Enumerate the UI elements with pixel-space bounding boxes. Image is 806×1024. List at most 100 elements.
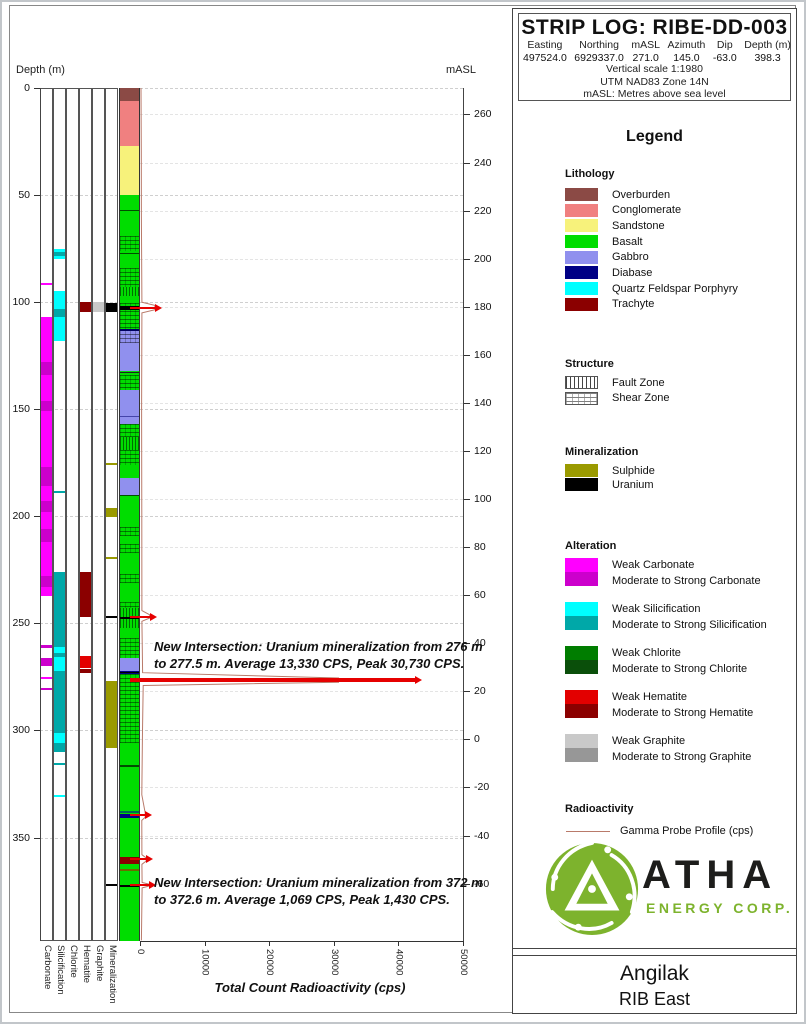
masl-tick	[464, 643, 470, 645]
annotation-line: to 372.6 m. Average 1,069 CPS, Peak 1,43…	[154, 891, 450, 907]
note-line: mASL: Metres above sea level	[583, 88, 726, 100]
cps-tick	[140, 941, 141, 946]
log-column-header: Mineralization	[107, 945, 118, 1004]
lithology-interval	[120, 673, 139, 744]
cps-tick	[463, 941, 464, 946]
depth-tick-label: 300	[12, 724, 30, 737]
note-line: UTM NAD83 Zone 14N	[600, 75, 709, 88]
masl-gridline	[140, 547, 463, 549]
lithology-interval	[120, 250, 139, 268]
collar-field: Depth (m) 398.3	[744, 39, 791, 64]
gamma-spike-arrow	[146, 854, 154, 863]
lithology-interval	[120, 295, 139, 304]
legend-swatch	[565, 646, 598, 677]
depth-tick	[34, 88, 40, 89]
footer-project: Angilak	[620, 962, 689, 985]
alteration-interval	[80, 655, 91, 669]
lithology-marker-line	[120, 810, 139, 813]
masl-gridline	[140, 595, 463, 597]
alteration-interval	[54, 572, 65, 647]
weak-swatch	[565, 558, 598, 572]
depth-axis-line	[40, 88, 41, 941]
cps-axis-line	[140, 941, 463, 942]
log-column-header: Silicification	[55, 945, 66, 995]
legend-label: Moderate to Strong Chlorite	[612, 662, 748, 675]
legend-structure-heading: Structure	[565, 358, 614, 370]
legend-swatch	[565, 391, 598, 405]
gamma-spike-arrow	[149, 881, 157, 890]
legend-swatch	[565, 250, 598, 264]
gamma-spike	[130, 615, 150, 618]
legend-alteration-group: Weak Carbonate Moderate to Strong Carbona…	[565, 558, 767, 589]
cps-tick-label: 30000	[328, 949, 340, 976]
legend-label: Weak Hematite	[612, 691, 687, 703]
lithology-interval	[120, 389, 139, 425]
masl-tick-label: 40	[474, 637, 486, 650]
masl-axis-line	[463, 88, 464, 941]
lithology-interval	[120, 657, 139, 671]
masl-tick-label: 260	[474, 108, 492, 121]
masl-gridline	[140, 691, 463, 693]
depth-tick-label: 250	[12, 617, 30, 630]
alteration-interval	[41, 687, 52, 690]
cps-tick-label: 0	[135, 949, 146, 955]
lithology-interval	[120, 582, 139, 602]
lithology-marker-line	[120, 210, 139, 212]
collar-field: Dip -63.0	[713, 39, 737, 64]
alteration-interval	[41, 362, 52, 375]
legend-alteration-items: Weak Carbonate Moderate to Strong Carbona…	[565, 558, 767, 778]
log-column-header: Hematite	[81, 945, 92, 984]
legend-label: Weak Chlorite	[612, 647, 681, 659]
masl-tick	[464, 547, 470, 549]
cps-tick-label: 10000	[199, 949, 211, 976]
collar-field: Easting 497524.0	[523, 39, 567, 64]
collar-label: Easting	[527, 39, 563, 51]
masl-tick-label: -20	[474, 781, 490, 794]
lithology-interval	[120, 235, 139, 251]
alteration-interval	[41, 576, 52, 587]
alteration-interval	[54, 794, 65, 797]
annotation-line: New Intersection: Uranium mineralization…	[154, 875, 483, 890]
depth-axis-title: Depth (m)	[16, 64, 65, 76]
masl-tick	[464, 883, 470, 885]
depth-tick-label: 0	[24, 82, 30, 94]
lithology-interval	[120, 287, 139, 296]
legend-alteration-group: Weak Graphite Moderate to Strong Graphite	[565, 734, 767, 765]
masl-tick-label: 120	[474, 444, 492, 457]
logo-brand: ATHA	[642, 853, 779, 897]
legend-item: Shear Zone	[565, 391, 669, 405]
masl-tick-label: 100	[474, 493, 492, 505]
masl-gridline	[140, 499, 463, 500]
weak-swatch	[565, 690, 598, 704]
alteration-interval	[41, 374, 52, 401]
masl-tick-label: -40	[474, 829, 490, 842]
alteration-interval	[54, 490, 65, 493]
lithology-interval	[120, 552, 139, 575]
alteration-interval	[80, 572, 91, 617]
depth-tick	[34, 623, 40, 625]
gamma-spike	[130, 814, 146, 817]
logo-sub: ENERGY CORP.	[646, 900, 794, 916]
lithology-interval	[120, 743, 139, 814]
depth-tick-label: 350	[12, 831, 30, 844]
masl-tick-label: 0	[474, 733, 480, 746]
annotation-line: to 277.5 m. Average 13,330 CPS, Peak 30,…	[154, 655, 465, 671]
legend-swatch	[565, 558, 598, 589]
legend-label: Weak Graphite	[612, 735, 686, 747]
alteration-interval	[54, 251, 65, 257]
legend-item: Fault Zone	[565, 376, 669, 389]
gamma-spike	[130, 306, 155, 309]
legend-label: Weak Carbonate	[612, 559, 695, 571]
masl-tick-label: 80	[474, 541, 486, 554]
legend-label: Quartz Feldspar Porphyry	[612, 282, 738, 295]
gamma-spike	[130, 678, 415, 683]
masl-gridline	[140, 114, 463, 116]
masl-tick	[464, 450, 470, 452]
masl-gridline	[140, 835, 463, 837]
lithology-interval	[120, 601, 139, 609]
lithology-interval	[120, 574, 139, 583]
alteration-interval	[41, 411, 52, 468]
lithology-marker-line	[120, 868, 139, 871]
log-column-frame	[66, 88, 79, 941]
